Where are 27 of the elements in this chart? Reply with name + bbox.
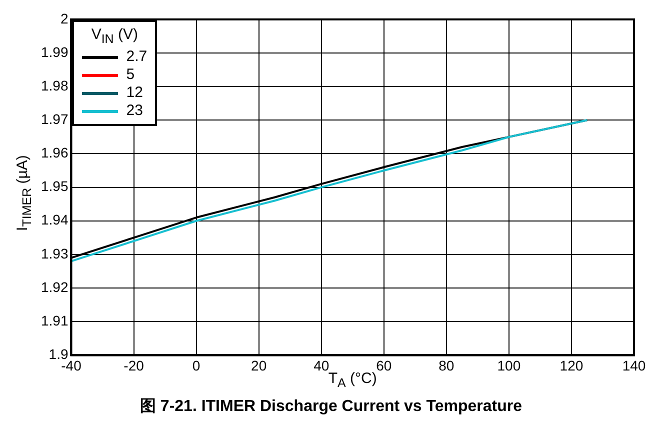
- y-tick-label: 1.97: [41, 111, 68, 127]
- y-tick-label: 1.95: [41, 178, 68, 194]
- legend-label: 2.7: [126, 48, 148, 66]
- x-tick-label: 80: [438, 357, 454, 374]
- x-tick-label: 0: [192, 357, 200, 374]
- x-tick-label: 120: [560, 357, 584, 374]
- y-tick-label: 1.93: [41, 245, 68, 262]
- x-axis-title: T$_{A}$ (°C): [328, 370, 377, 390]
- y-tick-label: 1.9: [48, 346, 68, 362]
- legend-title: V$_{IN}$ (V): [90, 26, 139, 48]
- y-tick-label: 1.96: [41, 144, 68, 161]
- x-tick-label: 140: [622, 357, 646, 374]
- y-tick-label: 1.92: [41, 278, 68, 295]
- x-tick-label: 40: [314, 357, 330, 374]
- y-tick-label: 1.91: [41, 312, 68, 328]
- y-tick-label: 1.98: [41, 77, 68, 94]
- x-tick-label: 20: [251, 357, 267, 374]
- x-tick-label: 60: [376, 357, 392, 374]
- x-tick-label: -20: [124, 357, 144, 374]
- y-tick-label: 1.99: [41, 44, 68, 60]
- legend-label: 5: [126, 66, 135, 84]
- y-tick-label: 1.94: [41, 212, 68, 228]
- legend-label: 23: [126, 102, 143, 120]
- text: 图 7-21. ITIMER Discharge Current vs Temperature: [138, 397, 524, 417]
- y-tick-label: 2: [60, 10, 68, 26]
- legend-label: 12: [126, 84, 143, 102]
- x-tick-label: 100: [497, 357, 521, 374]
